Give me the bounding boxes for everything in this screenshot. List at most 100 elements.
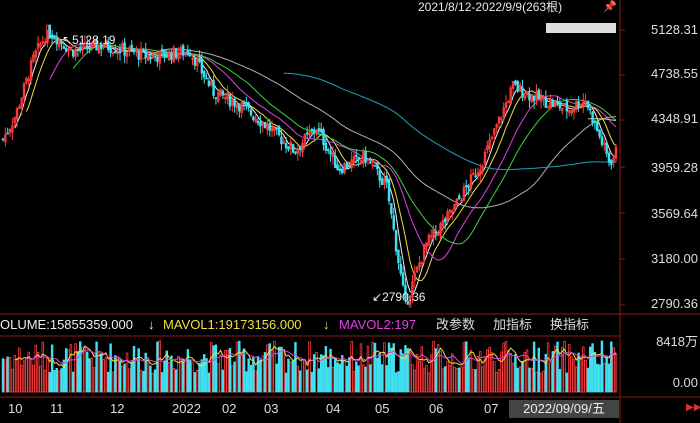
candle-body bbox=[81, 43, 84, 51]
volume-bar bbox=[446, 360, 449, 393]
candle-body bbox=[591, 111, 594, 124]
volume-bar bbox=[259, 359, 262, 393]
candle-body bbox=[39, 43, 42, 47]
candle-body bbox=[111, 52, 115, 55]
volume-bar bbox=[504, 341, 508, 393]
volume-bar bbox=[191, 362, 194, 393]
candle-body bbox=[348, 164, 351, 168]
candle-body bbox=[245, 102, 248, 106]
volume-bar bbox=[123, 363, 126, 393]
volume-bar bbox=[184, 359, 187, 393]
volume-value: OLUME:15855359.000 bbox=[0, 317, 133, 332]
volume-bar bbox=[86, 351, 89, 393]
candle-body bbox=[266, 124, 269, 130]
candle-body bbox=[579, 103, 583, 107]
volume-bar bbox=[500, 351, 503, 393]
volume-bar bbox=[357, 365, 360, 393]
candle-body bbox=[60, 41, 63, 45]
candle-body bbox=[198, 57, 201, 62]
volume-bar bbox=[97, 351, 101, 393]
volume-bar bbox=[518, 366, 522, 393]
volume-bar bbox=[584, 360, 587, 393]
candle-body bbox=[76, 49, 80, 51]
candle-body bbox=[11, 125, 14, 133]
volume-bar bbox=[593, 351, 597, 393]
candle-body bbox=[448, 209, 452, 213]
candle-body bbox=[369, 161, 372, 164]
candle-body bbox=[301, 143, 304, 153]
candle-body bbox=[607, 152, 611, 163]
volume-bar bbox=[326, 367, 330, 393]
volume-bar bbox=[469, 350, 473, 393]
candle-body bbox=[514, 80, 517, 85]
volume-bar bbox=[455, 368, 459, 393]
volume-tick-label: 0.00 bbox=[672, 375, 698, 390]
candle-body bbox=[319, 128, 323, 133]
volume-bar bbox=[343, 360, 346, 393]
volume-bar bbox=[200, 359, 204, 393]
candle-body bbox=[544, 97, 548, 108]
x-tick-label: 05 bbox=[375, 401, 390, 416]
volume-bar bbox=[472, 369, 475, 393]
candle-body bbox=[71, 50, 75, 57]
edit-params-button[interactable]: 改参数 bbox=[436, 317, 476, 332]
volume-bar bbox=[151, 372, 154, 393]
scroll-right-icon[interactable]: ▶▶ bbox=[686, 402, 700, 413]
volume-bar bbox=[514, 354, 517, 393]
candle-body bbox=[310, 129, 314, 131]
volume-bar bbox=[598, 364, 601, 393]
date-range-label: 2021/8/12-2022/9/9(263根) bbox=[418, 0, 563, 14]
candle-body bbox=[163, 49, 166, 58]
volume-bar bbox=[450, 353, 454, 393]
volume-bar bbox=[434, 348, 438, 393]
candle-body bbox=[537, 89, 541, 100]
candle-body bbox=[441, 220, 445, 227]
volume-bar bbox=[537, 347, 541, 393]
volume-bar bbox=[130, 361, 133, 393]
candle-body bbox=[27, 78, 30, 82]
volume-bar bbox=[270, 349, 274, 393]
volume-bar bbox=[156, 341, 159, 393]
candle-body bbox=[137, 51, 140, 60]
pin-icon[interactable]: 📌 bbox=[603, 1, 617, 13]
candle-body bbox=[193, 57, 197, 66]
volume-bar bbox=[350, 340, 353, 393]
volume-bar bbox=[43, 369, 47, 393]
volume-bar bbox=[465, 341, 468, 393]
volume-bar bbox=[177, 355, 180, 393]
candle-body bbox=[567, 110, 571, 113]
volume-bar bbox=[135, 360, 138, 393]
candle-body bbox=[177, 53, 180, 60]
candle-body bbox=[472, 172, 475, 176]
candle-body bbox=[422, 244, 426, 261]
add-indicator-button[interactable]: 加指标 bbox=[493, 317, 533, 332]
volume-bar bbox=[404, 345, 407, 393]
candle-body bbox=[614, 146, 618, 159]
candle-body bbox=[195, 59, 199, 67]
moving-average-line bbox=[14, 35, 617, 294]
candle-body bbox=[542, 95, 545, 100]
volume-bar bbox=[139, 369, 143, 393]
change-indicator-button[interactable]: 换指标 bbox=[550, 317, 590, 332]
candle-body bbox=[200, 58, 204, 74]
candle-body bbox=[586, 100, 590, 109]
volume-bar bbox=[60, 368, 63, 393]
volume-bar bbox=[460, 366, 463, 393]
candle-body bbox=[504, 102, 508, 108]
candle-body bbox=[181, 45, 185, 56]
candle-body bbox=[270, 127, 274, 132]
volume-bar bbox=[394, 372, 398, 393]
volume-bar bbox=[111, 371, 115, 393]
volume-bar bbox=[528, 367, 531, 393]
volume-bar bbox=[280, 346, 283, 393]
volume-bar bbox=[231, 365, 234, 393]
volume-bar bbox=[245, 371, 248, 393]
x-tick-label: 02 bbox=[222, 401, 237, 416]
candle-body bbox=[242, 102, 246, 105]
candle-body bbox=[191, 57, 194, 60]
candle-body bbox=[563, 103, 566, 107]
candle-body bbox=[130, 44, 133, 50]
candle-body bbox=[401, 272, 405, 286]
